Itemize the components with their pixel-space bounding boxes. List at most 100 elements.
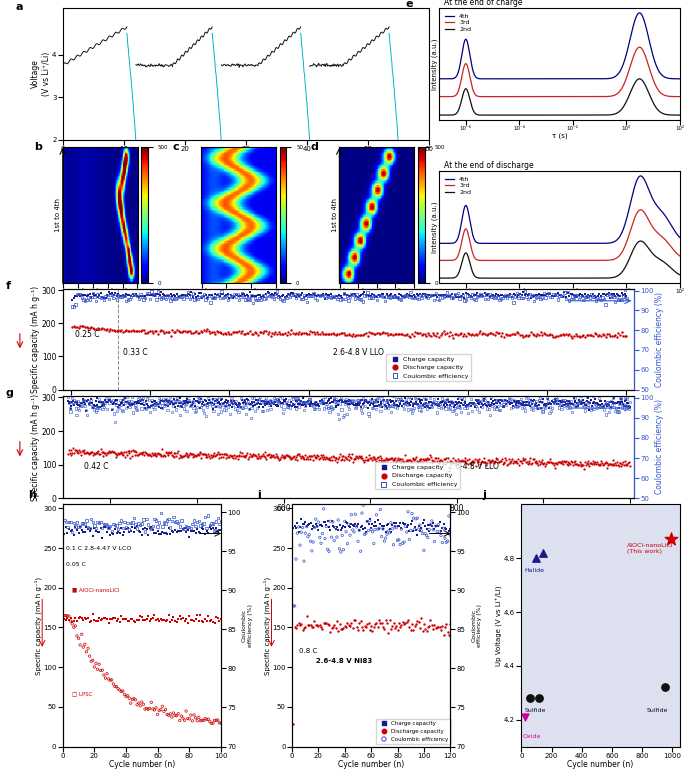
Point <box>378 399 390 411</box>
Point <box>555 457 566 469</box>
2nd <box>435 110 443 120</box>
Point <box>207 450 218 462</box>
Point <box>176 326 187 338</box>
Point <box>275 390 286 402</box>
Point <box>508 287 519 300</box>
Point <box>622 457 634 469</box>
Point <box>183 451 194 463</box>
Point <box>72 399 84 411</box>
Point <box>348 289 359 301</box>
Point <box>133 448 144 460</box>
Point <box>167 324 178 336</box>
Coulombic efficiency <box>401 526 413 539</box>
Point <box>132 449 144 462</box>
Point <box>245 398 256 411</box>
Point <box>79 397 91 410</box>
Point <box>416 289 427 302</box>
Coulombic efficiency <box>409 523 420 535</box>
Point <box>360 395 372 407</box>
Point <box>130 615 141 628</box>
Point <box>263 397 275 410</box>
Coulombic efficiency <box>392 534 403 546</box>
Point <box>339 396 350 408</box>
Point <box>215 326 226 338</box>
Point <box>331 452 342 464</box>
Point <box>379 290 390 303</box>
Point <box>271 395 282 407</box>
Point <box>499 400 510 412</box>
Point <box>556 289 567 302</box>
Point <box>87 529 98 542</box>
Text: 2.6-4.8 V LLO: 2.6-4.8 V LLO <box>332 348 383 357</box>
Point <box>367 402 378 414</box>
Coulombic efficiency <box>353 535 364 548</box>
Point <box>496 289 507 301</box>
Point <box>611 331 622 343</box>
Charge capacity <box>404 525 415 537</box>
Point <box>216 327 227 339</box>
Point <box>136 696 147 708</box>
Line: 3rd: 3rd <box>439 47 680 97</box>
Point <box>278 403 289 415</box>
Point <box>238 449 250 462</box>
Point <box>512 395 523 407</box>
4th <box>435 74 443 84</box>
Point <box>468 456 480 468</box>
Point <box>241 293 252 306</box>
Point <box>121 690 132 702</box>
Point <box>368 451 379 463</box>
Point <box>296 293 307 305</box>
Point <box>89 446 100 459</box>
Point <box>564 394 575 407</box>
Point <box>63 397 75 409</box>
Point <box>213 326 224 338</box>
Point <box>383 452 394 465</box>
Point <box>403 397 414 410</box>
Point <box>470 459 482 472</box>
Point <box>298 327 309 339</box>
Point <box>112 523 123 535</box>
Point <box>572 400 583 412</box>
Point <box>554 399 565 411</box>
Point <box>454 396 465 408</box>
2nd <box>600 273 608 282</box>
Point <box>160 446 171 459</box>
Point <box>492 394 503 407</box>
Point <box>122 445 133 458</box>
Point <box>606 330 618 342</box>
Text: 0.42 C: 0.42 C <box>84 462 109 470</box>
Point <box>190 527 201 539</box>
Point <box>358 454 369 466</box>
Coulombic efficiency <box>424 523 435 535</box>
Point <box>211 289 222 301</box>
Point <box>535 392 546 404</box>
Point <box>305 289 316 301</box>
Point <box>82 321 93 334</box>
Point <box>335 393 346 406</box>
Point <box>113 401 124 414</box>
Point <box>238 393 250 406</box>
Discharge capacity <box>342 617 353 629</box>
Point <box>258 397 269 410</box>
Point <box>110 397 121 409</box>
Point <box>535 396 546 408</box>
Point <box>300 291 311 303</box>
Point <box>102 447 114 459</box>
Point <box>353 399 365 411</box>
Point <box>137 324 148 337</box>
Point <box>491 453 502 466</box>
Point <box>162 404 173 417</box>
Point <box>576 397 588 409</box>
Point <box>615 293 626 305</box>
Point <box>619 329 630 341</box>
Point <box>87 516 98 528</box>
Text: i: i <box>257 490 261 500</box>
3rd <box>636 205 645 214</box>
Point <box>597 327 608 340</box>
Point <box>482 327 493 340</box>
Point <box>496 399 507 411</box>
Point <box>86 523 97 535</box>
Point <box>135 518 146 531</box>
Point <box>176 397 187 410</box>
Point <box>427 399 438 411</box>
